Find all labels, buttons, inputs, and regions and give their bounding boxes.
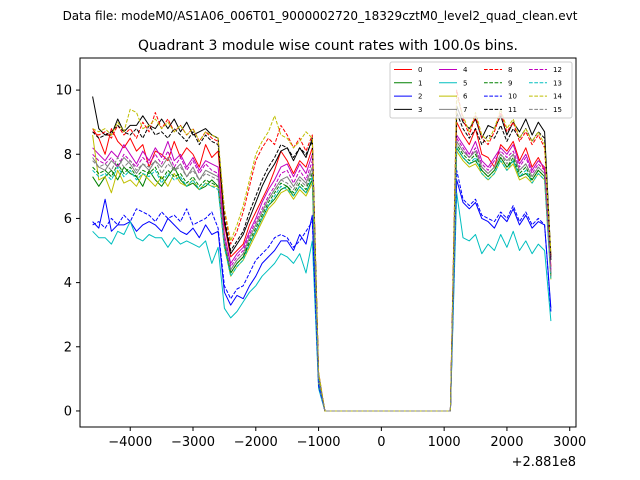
- legend-label-2: 2: [418, 93, 422, 101]
- legend-label-8: 8: [508, 66, 512, 74]
- series-line-10: [92, 169, 552, 412]
- series-line-13: [92, 147, 552, 412]
- legend-label-6: 6: [463, 93, 468, 101]
- series-line-8: [92, 89, 552, 412]
- x-tick-label: −3000: [171, 435, 215, 450]
- legend-label-7: 7: [463, 106, 467, 114]
- suptitle: Data file: modeM0/AS1A06_006T01_90000027…: [63, 9, 578, 23]
- x-tick-label: 3000: [553, 435, 586, 450]
- x-tick-label: −2000: [234, 435, 278, 450]
- y-tick-label: 10: [55, 84, 72, 99]
- legend-label-0: 0: [418, 66, 422, 74]
- legend-label-1: 1: [418, 79, 422, 87]
- y-tick-label: 6: [64, 212, 72, 227]
- legend-label-15: 15: [553, 106, 562, 114]
- legend-label-12: 12: [553, 66, 562, 74]
- x-tick-label: 2000: [490, 435, 523, 450]
- legend-label-9: 9: [508, 79, 512, 87]
- legend-frame: [389, 61, 573, 119]
- legend-label-3: 3: [418, 106, 422, 114]
- x-tick-label: 1000: [428, 435, 461, 450]
- legend-label-4: 4: [463, 66, 468, 74]
- y-tick-label: 2: [64, 340, 72, 355]
- x-tick-label: −4000: [108, 435, 152, 450]
- y-tick-label: 8: [64, 148, 72, 163]
- x-offset-label: +2.881e8: [512, 455, 576, 470]
- series-line-5: [92, 192, 552, 412]
- plot-frame: [79, 57, 577, 428]
- series-line-15: [92, 140, 552, 412]
- chart-title: Quadrant 3 module wise count rates with …: [138, 38, 518, 54]
- legend-label-11: 11: [508, 106, 517, 114]
- legend-label-10: 10: [508, 93, 517, 101]
- y-tick-label: 0: [64, 404, 72, 419]
- series-line-12: [92, 137, 552, 412]
- series-layer: [92, 89, 552, 412]
- x-axis: −4000 −3000 −2000 −1000 0 1000 2000 3000: [108, 427, 586, 450]
- y-tick-label: 4: [64, 276, 72, 291]
- x-tick-label: −1000: [297, 435, 341, 450]
- legend-label-5: 5: [463, 79, 467, 87]
- legend-label-14: 14: [553, 93, 562, 101]
- x-tick-label: 0: [377, 435, 385, 450]
- y-axis: 0 2 4 6 8 10: [55, 84, 80, 419]
- series-line-14: [92, 96, 552, 412]
- legend-label-13: 13: [553, 79, 562, 87]
